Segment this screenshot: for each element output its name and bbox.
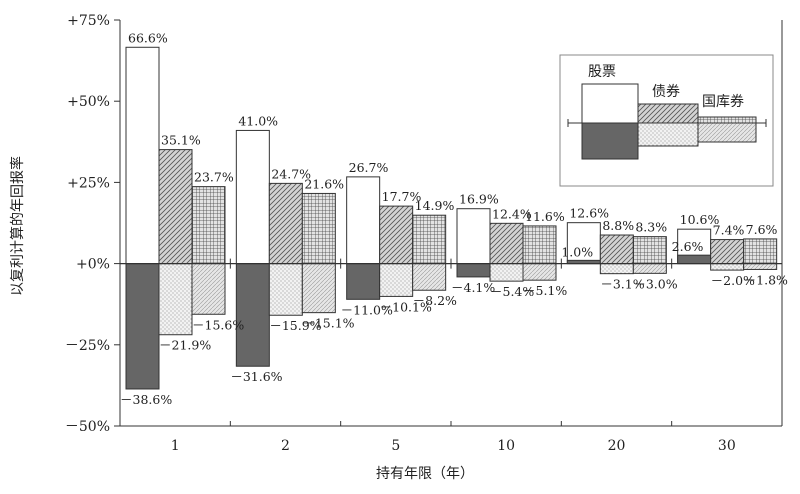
- bar-tbill-max: [412, 214, 447, 265]
- bar-stock-min: [677, 254, 712, 265]
- x-category-label: 5: [391, 438, 400, 454]
- data-label-stock-max: 12.6%: [569, 206, 609, 221]
- bar-bond-max: [710, 239, 745, 265]
- bar-bond-min: [710, 263, 745, 271]
- data-label-bond-min: －10.1%: [380, 299, 432, 314]
- data-label-stock-max: 66.6%: [128, 30, 168, 45]
- bar-tbill-max: [522, 225, 557, 265]
- legend-label-stock: 股票: [588, 64, 616, 80]
- data-label-stock-min: －11.0%: [341, 302, 393, 317]
- bar-stock-max: [456, 208, 491, 265]
- legend-tbill-swatch-down: [697, 122, 757, 143]
- data-label-stock-max: 10.6%: [680, 212, 720, 227]
- legend-bond-swatch-up: [637, 103, 699, 124]
- bar-stock-max: [125, 46, 160, 265]
- bar-tbill-max: [632, 236, 667, 265]
- bar-bond-max: [158, 149, 193, 265]
- bar-bond-max: [379, 205, 414, 265]
- data-label-bond-max: 24.7%: [271, 166, 311, 181]
- data-label-stock-max: 26.7%: [349, 160, 389, 175]
- bar-stock-min: [456, 263, 491, 278]
- x-categories: 1 2 5 10 20 30: [171, 258, 736, 454]
- y-tick-label: +50%: [67, 94, 110, 110]
- y-tick-label: +75%: [67, 13, 110, 29]
- legend-stock-swatch-up: [581, 83, 639, 124]
- bar-tbill-min: [743, 263, 778, 270]
- bar-stock-max: [346, 176, 381, 265]
- y-tick-label: +25%: [67, 175, 110, 191]
- data-label-tbill-max: 23.7%: [194, 170, 234, 185]
- data-label-stock-min: －31.6%: [230, 369, 282, 384]
- data-label-tbill-max: 7.6%: [746, 222, 778, 237]
- bar-stock-min: [235, 263, 270, 367]
- bar-tbill-min: [191, 263, 226, 315]
- data-label-stock-min: －4.1%: [451, 280, 495, 295]
- bar-tbill-max: [191, 186, 226, 265]
- x-category-label: 10: [497, 438, 515, 454]
- bar-tbill-max: [743, 238, 778, 265]
- data-label-bond-min: －15.9%: [269, 318, 321, 333]
- data-label-bond-max: 17.7%: [382, 189, 422, 204]
- x-category-label: 1: [171, 438, 180, 454]
- bar-bond-min: [599, 263, 634, 275]
- bar-bond-max: [599, 234, 634, 265]
- bar-tbill-min: [412, 263, 447, 291]
- data-label-tbill-min: －8.2%: [413, 293, 457, 308]
- legend-tbill-swatch-up: [697, 116, 757, 124]
- bar-stock-min: [346, 263, 381, 300]
- legend-label-bond: 债券: [652, 84, 680, 100]
- data-label-tbill-min: －1.8%: [744, 272, 788, 287]
- bar-bond-max: [489, 222, 524, 265]
- x-axis-title: 持有年限（年）: [376, 466, 474, 482]
- data-label-tbill-min: －15.6%: [192, 317, 244, 332]
- x-category-label: 30: [718, 438, 736, 454]
- y-axis-title: 以复利计算的年回报率: [9, 156, 26, 296]
- data-label-stock-min: 1.0%: [561, 244, 593, 259]
- data-label-tbill-min: －3.0%: [633, 276, 677, 291]
- bar-bond-min: [268, 263, 303, 316]
- data-label-bond-max: 12.4%: [492, 206, 532, 221]
- data-label-bond-min: －21.9%: [159, 338, 211, 353]
- bar-tbill-min: [632, 263, 667, 274]
- data-label-stock-max: 16.9%: [459, 192, 499, 207]
- bar-bond-min: [158, 263, 193, 336]
- data-label-bond-min: －2.0%: [711, 273, 755, 288]
- data-label-tbill-max: 21.6%: [304, 176, 344, 191]
- data-label-tbill-max: 14.9%: [415, 198, 455, 213]
- data-label-bond-min: －3.1%: [600, 277, 644, 292]
- data-label-bond-max: 35.1%: [161, 133, 201, 148]
- legend-label-tbill: 国库券: [702, 94, 744, 110]
- data-label-bond-max: 8.8%: [602, 218, 634, 233]
- data-label-bond-min: －5.4%: [490, 284, 534, 299]
- y-ticks: +75% +50% +25% +0% －25% －50%: [65, 13, 120, 435]
- y-tick-label: －25%: [65, 338, 110, 354]
- y-tick-label: +0%: [76, 257, 110, 273]
- bar-tbill-max: [301, 192, 336, 265]
- legend: 股票 债券 国库券: [559, 54, 774, 187]
- bar-tbill-min: [522, 263, 557, 281]
- bar-tbill-min: [301, 263, 336, 314]
- data-label-tbill-max: 11.6%: [525, 209, 565, 224]
- data-labels: 66.6% －38.6% 35.1% －21.9% 23.7% －15.6% 41.0% －3…: [120, 30, 788, 407]
- x-category-label: 20: [608, 438, 626, 454]
- x-category-label: 2: [281, 438, 290, 454]
- bar-stock-min: [125, 263, 160, 390]
- data-label-stock-min: 2.6%: [672, 239, 704, 254]
- legend-stock-swatch-down: [581, 122, 639, 160]
- bar-stock-max: [235, 129, 270, 265]
- bar-bond-min: [379, 263, 414, 297]
- y-tick-label: －50%: [65, 419, 110, 435]
- bars: [125, 46, 778, 390]
- data-label-stock-min: －38.6%: [120, 392, 172, 407]
- data-label-tbill-min: －15.1%: [302, 316, 354, 331]
- data-label-stock-max: 41.0%: [238, 113, 278, 128]
- data-label-tbill-max: 8.3%: [635, 220, 667, 235]
- bar-stock-max: [566, 222, 601, 265]
- legend-bond-swatch-down: [637, 122, 699, 147]
- bar-bond-min: [489, 263, 524, 282]
- bar-bond-max: [268, 182, 303, 265]
- data-label-bond-max: 7.4%: [713, 223, 745, 238]
- data-label-tbill-min: －5.1%: [523, 283, 567, 298]
